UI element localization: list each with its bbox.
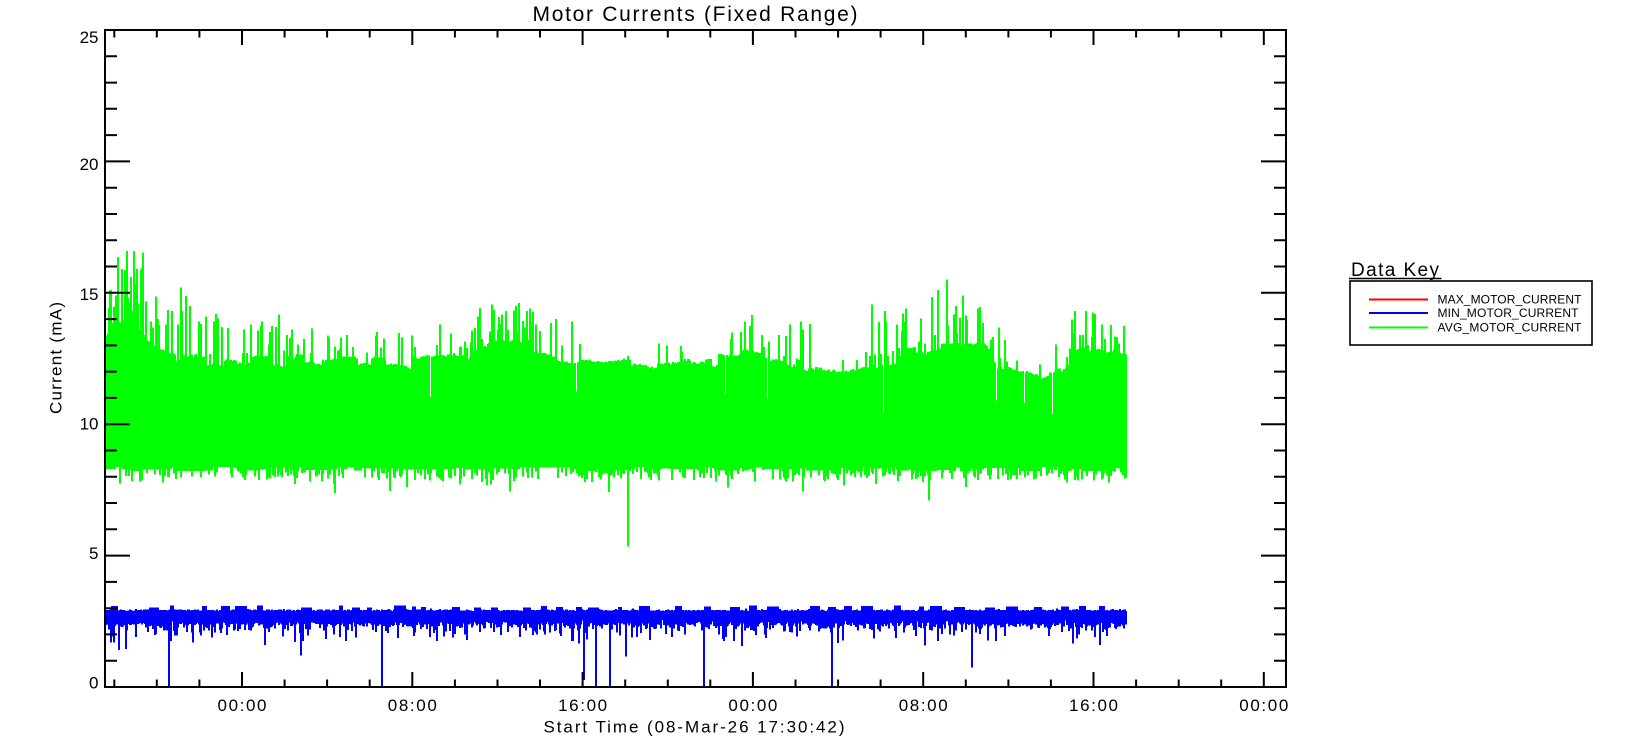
svg-text:Current (mA): Current (mA) (47, 302, 66, 414)
svg-text:MAX_MOTOR_CURRENT: MAX_MOTOR_CURRENT (1438, 293, 1583, 307)
svg-text:Start Time (08-Mar-26 17:30:42: Start Time (08-Mar-26 17:30:42) (544, 718, 845, 737)
svg-text:5: 5 (89, 544, 98, 563)
svg-text:00:00: 00:00 (728, 696, 777, 715)
svg-text:MIN_MOTOR_CURRENT: MIN_MOTOR_CURRENT (1438, 306, 1580, 320)
svg-text:Data Key: Data Key (1351, 260, 1440, 281)
svg-text:00:00: 00:00 (218, 696, 267, 715)
svg-text:10: 10 (80, 415, 99, 434)
svg-text:16:00: 16:00 (1069, 696, 1118, 715)
svg-text:16:00: 16:00 (558, 696, 607, 715)
svg-text:15: 15 (80, 285, 99, 304)
svg-text:00:00: 00:00 (1239, 696, 1288, 715)
svg-text:08:00: 08:00 (899, 696, 948, 715)
svg-text:AVG_MOTOR_CURRENT: AVG_MOTOR_CURRENT (1438, 321, 1583, 335)
svg-text:25: 25 (80, 28, 99, 47)
svg-text:20: 20 (80, 155, 99, 174)
svg-text:08:00: 08:00 (388, 696, 437, 715)
svg-text:0: 0 (89, 674, 98, 693)
